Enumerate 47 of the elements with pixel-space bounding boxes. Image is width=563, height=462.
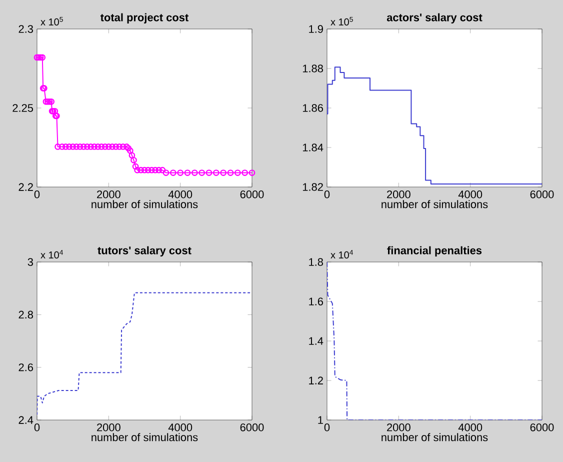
x-tick-label: 4000 <box>458 424 482 432</box>
line-series <box>37 292 252 416</box>
chart-title: total project cost <box>100 13 188 24</box>
y-tick-label: 2.6 <box>18 363 33 372</box>
y-tick-label: 1 <box>318 416 323 424</box>
x-tick-label: 0 <box>324 190 330 198</box>
y-tick-label: 3 <box>28 258 33 266</box>
text: x 10$^{4}$ <box>330 250 354 258</box>
x-axis-title: number of simulations <box>92 200 198 208</box>
y-tick-label: 1.6 <box>309 298 323 306</box>
y-tick-label: 1.9 <box>309 25 323 33</box>
x-tick-label: 2000 <box>97 190 120 198</box>
x-tick-label: 2000 <box>387 190 410 198</box>
x-axis-title: number of simulations <box>382 433 488 442</box>
x-tick-label: 4000 <box>168 190 192 198</box>
x-tick-label: 6000 <box>240 190 264 198</box>
x-tick-label: 0 <box>34 190 40 198</box>
chart-title: tutors' salary cost <box>98 246 192 256</box>
text: x 10$^{5}$ <box>330 16 353 26</box>
y-tick-label: 1.86 <box>302 104 323 112</box>
x-tick-label: 6000 <box>240 424 264 432</box>
x-tick-label: 2000 <box>97 424 120 432</box>
x-tick-label: 2000 <box>387 424 410 432</box>
y-tick-label: 2.25 <box>12 104 34 112</box>
line-series <box>327 262 542 420</box>
x-tick-label: 6000 <box>530 424 554 432</box>
x-tick-label: 4000 <box>458 190 482 198</box>
y-tick-label: 1.82 <box>302 183 323 191</box>
x-axis-title: number of simulations <box>92 433 198 442</box>
x-tick-label: 6000 <box>530 190 554 198</box>
chart-title: financial penalties <box>387 246 482 256</box>
y-tick-label: 2.3 <box>18 25 33 33</box>
y-tick-label: 1.2 <box>309 376 323 384</box>
y-tick-label: 2.8 <box>18 310 33 319</box>
y-tick-label: 2.4 <box>18 416 34 424</box>
chart-title: actors' salary cost <box>386 13 482 24</box>
x-tick-label: 0 <box>324 424 330 432</box>
x-tick-label: 0 <box>34 424 40 432</box>
text: x 10$^{5}$ <box>40 16 63 26</box>
y-tick-label: 2.2 <box>18 183 33 191</box>
y-tick-label: 1.88 <box>302 64 323 72</box>
y-tick-label: 1.4 <box>309 337 324 345</box>
x-tick-label: 4000 <box>168 424 192 432</box>
x-axis-title: number of simulations <box>382 200 488 208</box>
y-tick-label: 1.84 <box>302 144 324 152</box>
y-tick-label: 1.8 <box>309 258 323 266</box>
text: x 10$^{4}$ <box>40 250 64 258</box>
